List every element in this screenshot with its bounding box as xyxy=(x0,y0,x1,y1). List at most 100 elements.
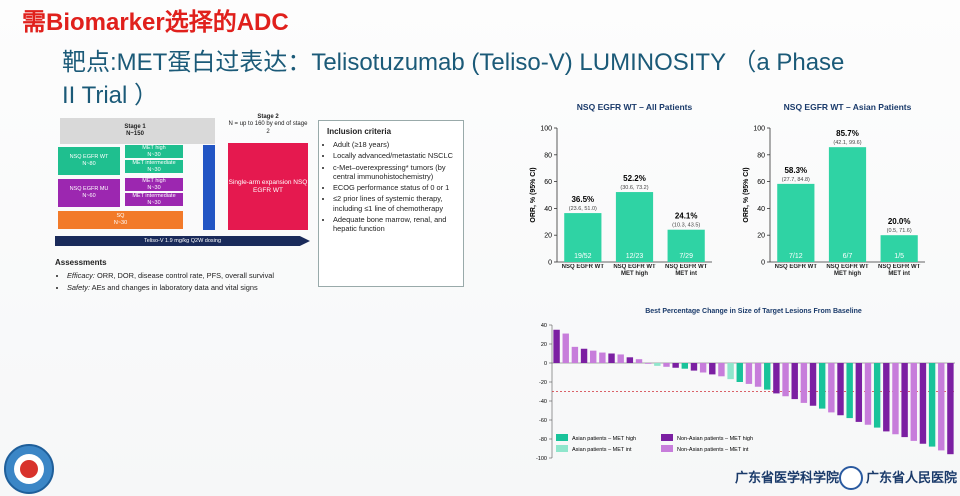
bar xyxy=(837,363,844,416)
x-tick-label-box: NSQ EGFR WT xyxy=(774,264,817,270)
box: SQ N~30 xyxy=(58,211,183,229)
y-tick-label: -80 xyxy=(539,437,547,443)
enrollment-bar xyxy=(203,145,215,230)
assessments: Assessments Efficacy: ORR, DOR, disease … xyxy=(55,258,315,295)
chart-title: NSQ EGFR WT – Asian Patients xyxy=(784,102,912,112)
org-name: 广东省医学科学院 xyxy=(735,471,840,486)
y-tick-label: 40 xyxy=(541,323,547,329)
bar xyxy=(727,363,734,380)
bar xyxy=(745,363,753,384)
text: N~80 xyxy=(82,161,96,167)
bar xyxy=(938,363,945,451)
bar xyxy=(818,363,826,409)
x-tick-label-box: NSQ EGFR WT MET high xyxy=(613,264,656,278)
x-tick-label-box: NSQ EGFR WT MET int xyxy=(665,264,707,277)
text: MET intermediate xyxy=(132,159,176,166)
value-label: 24.1% xyxy=(675,212,698,221)
y-tick-label: 100 xyxy=(540,126,552,133)
text: NSQ EGFR WT xyxy=(69,154,109,161)
ci-label: (0.5, 71.6) xyxy=(887,228,912,234)
value-label: 20.0% xyxy=(888,217,911,226)
bar xyxy=(644,363,652,364)
bar xyxy=(709,363,716,375)
y-tick-label: -20 xyxy=(539,380,547,386)
box: NSQ EGFR MU N~60 xyxy=(58,179,120,207)
bar xyxy=(883,363,890,432)
x-tick-label: NSQ EGFR WT MET high xyxy=(826,264,869,278)
bar xyxy=(800,363,808,403)
text: N~150 xyxy=(126,131,144,137)
inclusion-item: ≤2 prior lines of systemic therapy, incl… xyxy=(333,194,459,213)
inclusion-item: Locally advanced/metastatic NSCLC xyxy=(333,151,459,160)
y-tick-label: 20 xyxy=(541,342,547,348)
x-tick-label: NSQ EGFR WT xyxy=(561,264,604,270)
bar xyxy=(764,363,771,390)
text: Teliso-V 1.9 mg/kg Q2W dosing xyxy=(143,237,222,244)
box: NSQ EGFR WT N~80 xyxy=(58,147,120,175)
y-tick-label: 40 xyxy=(544,206,552,213)
bar xyxy=(690,363,698,371)
assessment-label: Efficacy: xyxy=(67,271,95,280)
bar xyxy=(663,363,670,367)
bar xyxy=(782,363,789,397)
logo xyxy=(839,466,863,490)
bar xyxy=(791,363,798,400)
count-label: 6/7 xyxy=(843,253,853,260)
assessment-label: Safety: xyxy=(67,283,91,292)
x-tick-label-box: NSQ EGFR WT MET int xyxy=(878,264,920,277)
x-tick-label-box: NSQ EGFR WT xyxy=(561,264,604,270)
bar xyxy=(736,363,743,382)
bar xyxy=(873,363,881,428)
bar xyxy=(553,329,560,363)
stage1-band xyxy=(60,118,215,144)
legend-swatch xyxy=(556,434,568,441)
ci-label: (42.1, 99.6) xyxy=(833,140,861,146)
text: N~60 xyxy=(82,193,96,199)
y-tick-label: 20 xyxy=(757,233,765,240)
inclusion-item: c-Met–overexpressing* tumors (by central… xyxy=(333,163,459,182)
y-tick-label: 40 xyxy=(757,206,765,213)
value-label: 58.3% xyxy=(784,166,807,175)
bar xyxy=(846,363,853,419)
assessment-item: Safety: AEs and changes in laboratory da… xyxy=(67,283,315,292)
bar xyxy=(590,350,597,363)
text: N~30 xyxy=(147,151,161,158)
bar xyxy=(828,363,835,413)
assessments-list: Efficacy: ORR, DOR, disease control rate… xyxy=(55,271,315,292)
inclusion-list: Adult (≥18 years) Locally advanced/metast… xyxy=(319,140,463,233)
ci-label: (30.6, 73.2) xyxy=(620,185,648,191)
text: N~30 xyxy=(147,184,161,191)
bar xyxy=(608,353,615,363)
count-label: 7/12 xyxy=(789,253,803,260)
dosing-arrow: Teliso-V 1.9 mg/kg Q2W dosing xyxy=(55,236,310,246)
y-tick-label: -100 xyxy=(536,456,547,462)
bar xyxy=(626,357,634,363)
bar xyxy=(773,363,780,394)
count-label: 1/5 xyxy=(894,253,904,260)
text: MET intermediate xyxy=(132,192,176,199)
chart-title: NSQ EGFR WT – All Patients xyxy=(577,102,693,112)
box: MET intermediate N~30 xyxy=(125,160,183,173)
value-label: 85.7% xyxy=(836,129,859,138)
bar xyxy=(672,363,679,368)
x-tick-label: NSQ EGFR WT MET high xyxy=(613,264,656,278)
text: NSQ EGFR MU xyxy=(69,186,109,193)
bar xyxy=(864,363,872,425)
legend-swatch xyxy=(556,445,568,452)
text: N~30 xyxy=(147,199,161,206)
inclusion-item: Adult (≥18 years) xyxy=(333,140,459,149)
bar xyxy=(718,363,725,377)
bar xyxy=(910,363,917,441)
inclusion-item: ECOG performance status of 0 or 1 xyxy=(333,183,459,192)
box: MET intermediate N~30 xyxy=(125,193,183,206)
text: N = up to 160 by end of stage 2 xyxy=(228,121,308,135)
x-tick-label: NSQ EGFR WT xyxy=(774,264,817,270)
text: SQ xyxy=(116,213,125,220)
bar xyxy=(901,363,908,438)
assessment-item: Efficacy: ORR, DOR, disease control rate… xyxy=(67,271,315,280)
legend-swatch xyxy=(661,434,673,441)
bar xyxy=(892,363,899,435)
box: MET high N~30 xyxy=(125,145,183,158)
